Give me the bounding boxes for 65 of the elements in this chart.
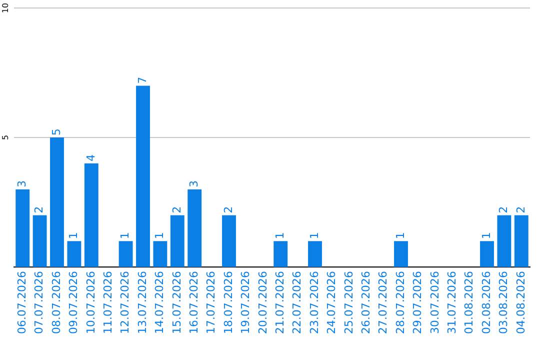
x-tick-label: 10.07.2026 bbox=[84, 271, 98, 334]
data-label: 1 bbox=[118, 232, 132, 240]
x-tick-label: 22.07.2026 bbox=[290, 271, 304, 334]
data-label: 1 bbox=[153, 232, 166, 240]
x-tick-label: 21.07.2026 bbox=[273, 271, 286, 334]
bar bbox=[188, 189, 202, 268]
x-tick-label: 27.07.2026 bbox=[376, 271, 390, 334]
x-tick-label: 19.07.2026 bbox=[239, 271, 252, 334]
data-label: 2 bbox=[222, 206, 235, 214]
x-tick-label: 07.07.2026 bbox=[32, 271, 46, 334]
bar bbox=[308, 241, 322, 268]
bar bbox=[50, 138, 64, 268]
data-label: 1 bbox=[394, 232, 407, 240]
x-tick-label: 30.07.2026 bbox=[428, 271, 442, 334]
bar bbox=[274, 241, 288, 268]
data-label: 1 bbox=[308, 232, 321, 240]
data-label: 1 bbox=[273, 232, 286, 240]
x-tick-label: 17.07.2026 bbox=[204, 271, 218, 334]
x-tick-label: 20.07.2026 bbox=[256, 271, 270, 334]
bar bbox=[67, 241, 82, 268]
x-tick-label: 04.08.2026 bbox=[514, 271, 528, 334]
x-tick-label: 01.08.2026 bbox=[462, 271, 476, 334]
bar bbox=[16, 189, 30, 268]
x-tick-label: 06.07.2026 bbox=[15, 271, 28, 334]
data-label: 1 bbox=[67, 232, 80, 240]
bar bbox=[497, 215, 512, 268]
data-label: 2 bbox=[170, 206, 184, 214]
bar bbox=[118, 241, 133, 268]
x-tick-label: 25.07.2026 bbox=[342, 271, 356, 334]
data-label: 3 bbox=[15, 180, 28, 188]
x-tick-label: 09.07.2026 bbox=[67, 271, 80, 334]
data-label: 5 bbox=[50, 128, 63, 136]
data-label: 1 bbox=[480, 232, 493, 240]
x-tick-label: 18.07.2026 bbox=[222, 271, 235, 334]
x-tick-label: 24.07.2026 bbox=[325, 271, 338, 334]
x-tick-label: 23.07.2026 bbox=[308, 271, 321, 334]
bar bbox=[153, 241, 168, 268]
bar bbox=[136, 86, 150, 268]
x-tick-label: 12.07.2026 bbox=[118, 271, 132, 334]
bar bbox=[514, 215, 528, 268]
x-tick-label: 31.07.2026 bbox=[445, 271, 458, 334]
data-label: 3 bbox=[187, 180, 200, 188]
x-tick-label: 15.07.2026 bbox=[170, 271, 184, 334]
data-label: 2 bbox=[514, 206, 528, 214]
y-tick-label: 10 bbox=[1, 2, 10, 14]
bar bbox=[394, 241, 408, 268]
x-tick-label: 16.07.2026 bbox=[187, 271, 200, 334]
x-tick-label: 08.07.2026 bbox=[50, 271, 63, 334]
bar bbox=[84, 163, 98, 268]
bar bbox=[480, 241, 494, 268]
data-label: 7 bbox=[136, 76, 149, 84]
bar bbox=[170, 215, 184, 268]
x-tick-label: 29.07.2026 bbox=[411, 271, 424, 334]
x-tick-label: 26.07.2026 bbox=[359, 271, 372, 334]
x-tick-label: 28.07.2026 bbox=[394, 271, 407, 334]
x-tick-label: 02.08.2026 bbox=[480, 271, 493, 334]
x-tick-label: 14.07.2026 bbox=[153, 271, 166, 334]
bar bbox=[32, 215, 47, 268]
data-label: 2 bbox=[32, 206, 46, 214]
data-label: 2 bbox=[497, 206, 510, 214]
x-tick-label: 03.08.2026 bbox=[497, 271, 510, 334]
x-tick-label: 11.07.2026 bbox=[101, 271, 114, 334]
data-label: 4 bbox=[84, 154, 98, 162]
bar bbox=[222, 215, 236, 268]
x-tick-label: 13.07.2026 bbox=[136, 271, 149, 334]
